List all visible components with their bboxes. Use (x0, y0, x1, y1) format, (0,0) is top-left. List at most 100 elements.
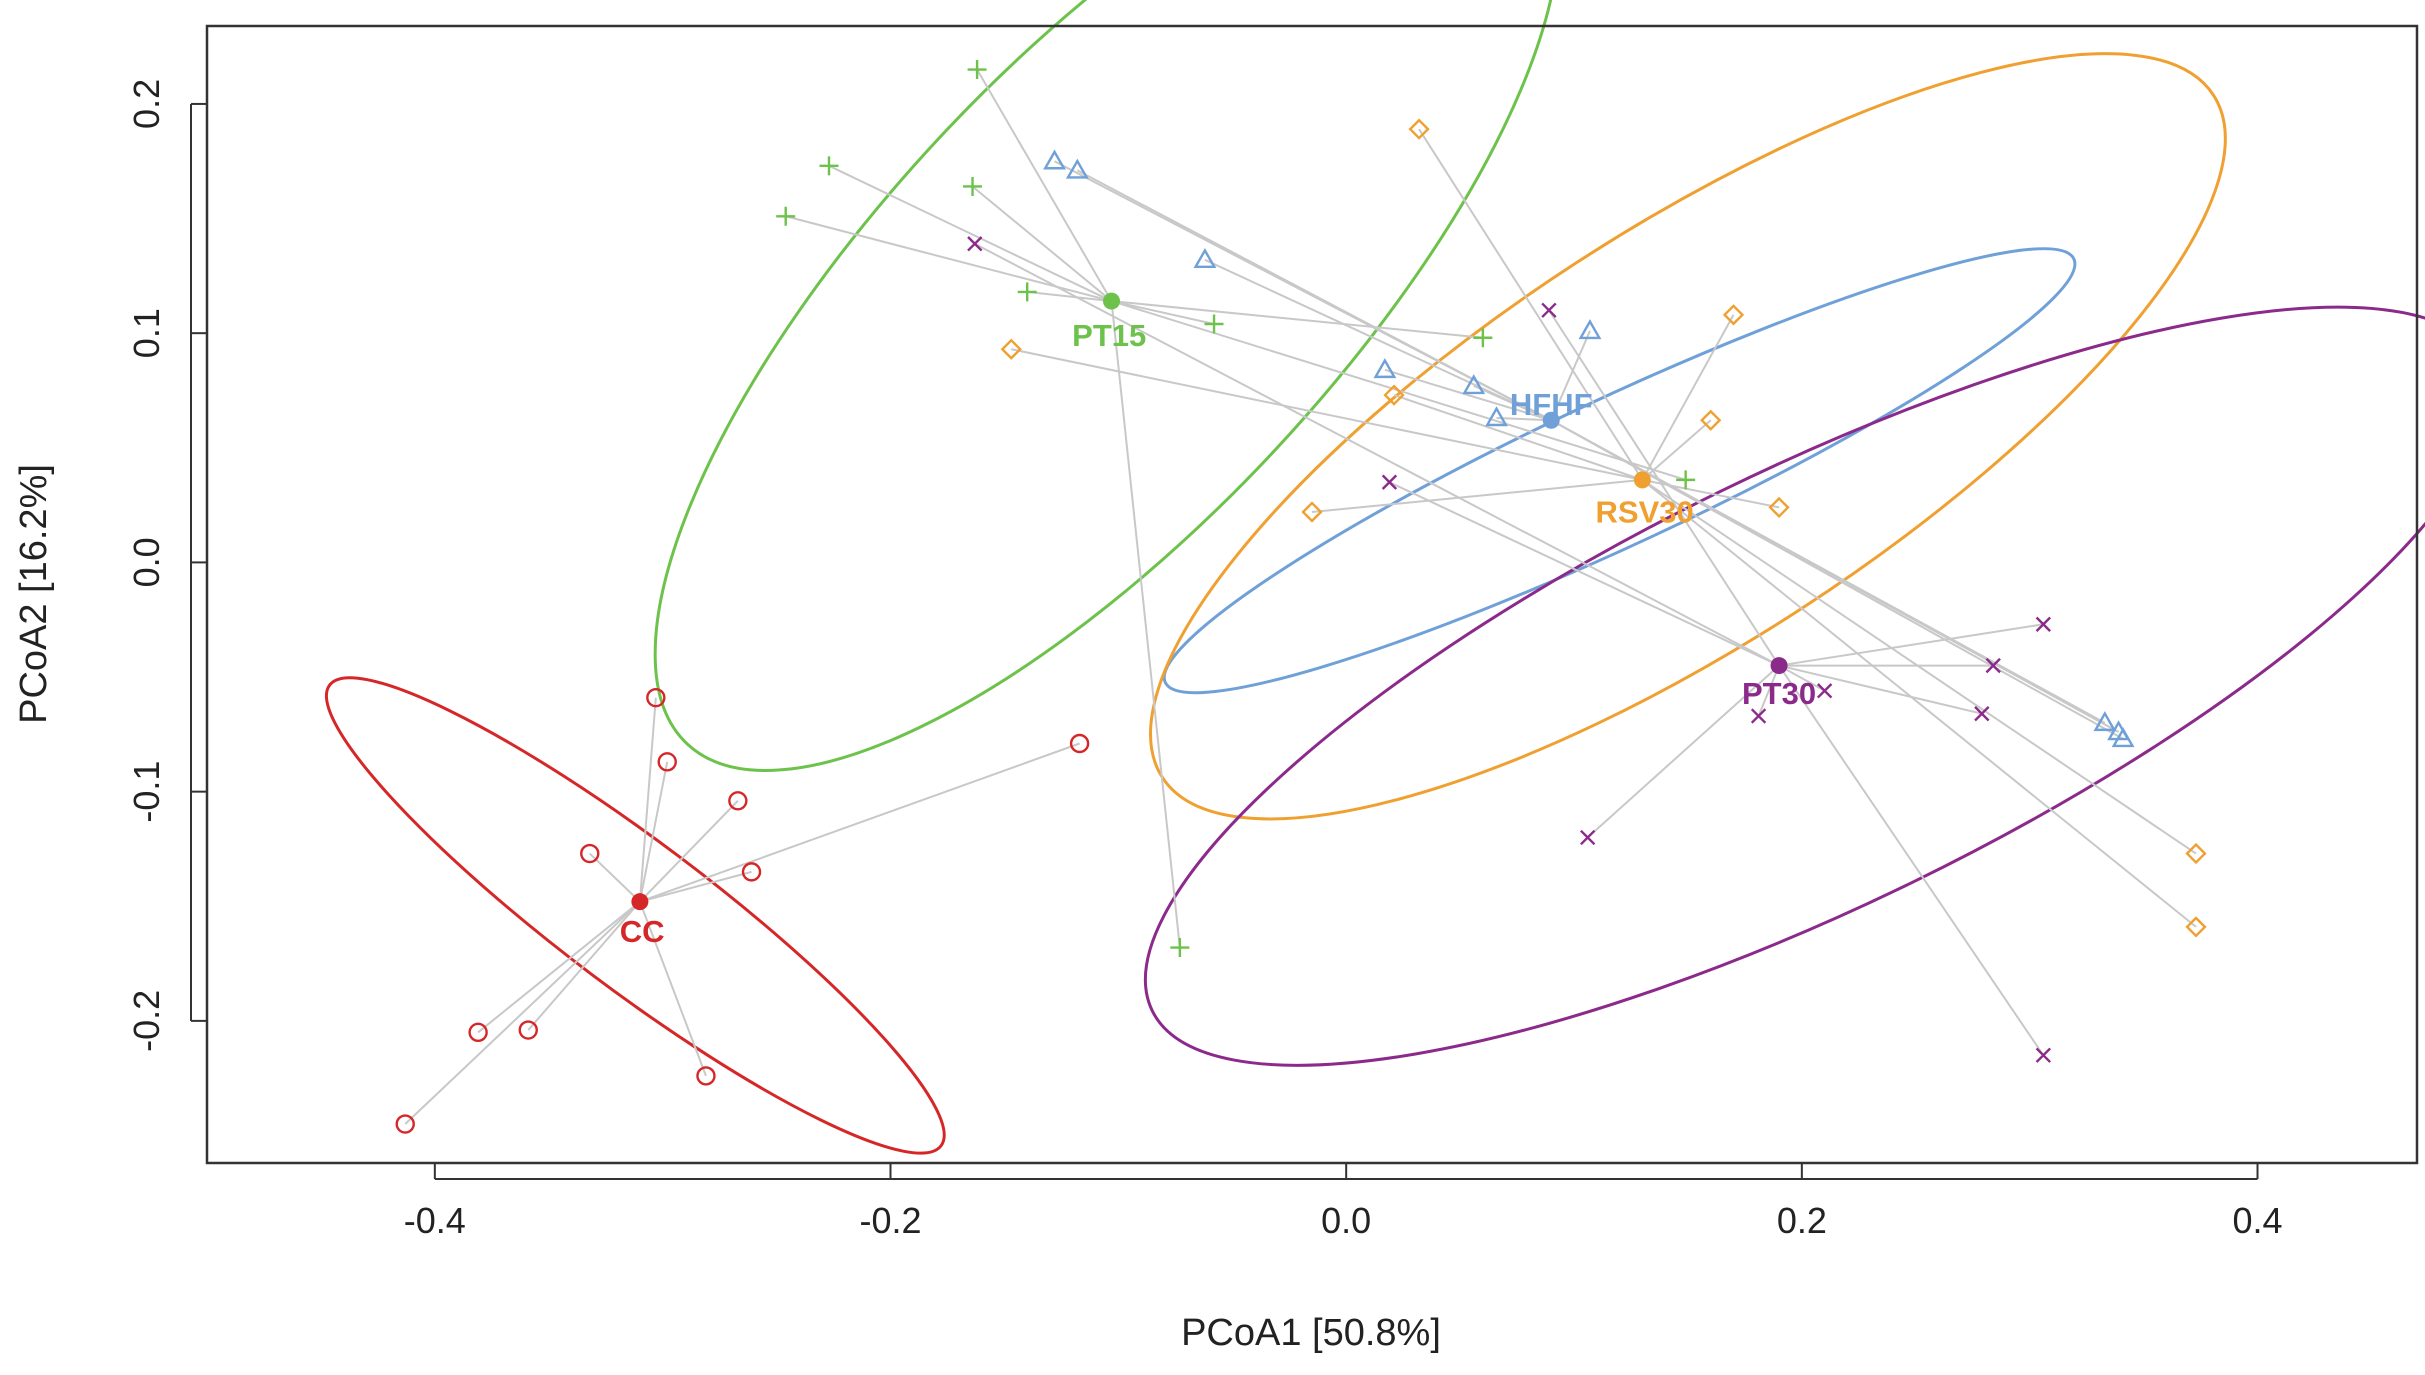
rsv30-point-8 (2185, 842, 2207, 865)
x-tick-label-3: 0.0 (1321, 1200, 1371, 1241)
cc-point-3 (518, 1020, 538, 1040)
pt30-spoke-4 (1778, 623, 2044, 667)
x-tick-label-4: 0.2 (1777, 1200, 1827, 1241)
rsv30-point-1 (1408, 118, 1430, 140)
cc-centroid (631, 893, 649, 911)
cc-group-label: CC (620, 914, 665, 949)
hfhf-ellipse (1162, 247, 2077, 695)
hfhf-point-3 (1193, 248, 1217, 269)
cc-spoke-2 (477, 900, 641, 1034)
pt30-point-8 (1974, 706, 1990, 722)
rsv30-point-6 (1700, 409, 1722, 431)
cc-point-4 (580, 843, 600, 864)
pt30-point-5 (1985, 657, 2001, 674)
point-layer (395, 60, 2207, 1134)
pt30-spoke-1 (974, 242, 1780, 667)
pt30-spoke-6 (1778, 664, 1826, 692)
pt15-spoke-6 (1111, 300, 1215, 325)
rsv30-point-7 (1768, 496, 1790, 519)
pt30-group-label: PT30 (1742, 676, 1816, 711)
pt15-point-3 (963, 176, 983, 196)
pt30-spoke-7 (1757, 665, 1780, 717)
rsv30-spoke-8 (1641, 479, 2197, 855)
pt30-spoke-3 (1389, 481, 1780, 667)
rsv30-point-9 (2185, 916, 2207, 938)
cc-spoke-10 (639, 742, 1080, 903)
group-label-layer: CC PT15 HFHF RSV30 PT30 (620, 318, 1816, 949)
y-tick-label-3: 0.0 (126, 537, 167, 587)
pt15-spoke-1 (976, 69, 1113, 302)
cc-ellipse (324, 676, 946, 1155)
cc-spoke-8 (639, 800, 739, 903)
pt15-point-2 (819, 156, 839, 176)
cc-point-9 (741, 862, 762, 882)
cc-spoke-5 (638, 697, 657, 902)
pt30-point-3 (1381, 474, 1398, 490)
cc-point-2 (468, 1022, 488, 1043)
pt30-point-1 (967, 236, 983, 252)
y-axis-label: PCoA2 [16.2%] (13, 464, 55, 724)
rsv30-point-2 (1000, 338, 1022, 360)
cc-point-7 (696, 1066, 716, 1086)
pt15-point-1 (967, 60, 987, 80)
rsv30-spoke-6 (1641, 419, 1712, 481)
cc-spoke-4 (589, 852, 641, 903)
pt30-spoke-10 (1778, 665, 2045, 1056)
pt30-spoke-2 (1548, 309, 1780, 667)
pt15-point-5 (1017, 282, 1037, 302)
pt30-ellipse (1143, 305, 2425, 1067)
cc-spoke-7 (638, 901, 707, 1077)
pt15-ellipse (653, 0, 1561, 772)
hfhf-spoke-3 (1204, 258, 1552, 422)
hfhf-point-6 (1485, 406, 1508, 427)
plot-frame (205, 24, 2419, 1165)
pt15-point-8 (1676, 470, 1696, 490)
cc-point-10 (1069, 733, 1090, 754)
pt15-group-label: PT15 (1072, 318, 1146, 353)
hfhf-group-label: HFHF (1510, 387, 1593, 422)
pt15-spoke-7 (1111, 300, 1483, 339)
cc-spoke-3 (527, 901, 641, 1031)
hfhf-point-8 (2093, 711, 2117, 732)
spoke-layer (404, 69, 2197, 1125)
pt30-point-7 (1750, 708, 1767, 724)
rsv30-spoke-9 (1641, 479, 2197, 928)
centroid-layer (631, 292, 1788, 911)
axes-layer: -0.4 -0.2 0.0 0.2 0.4 -0.2 -0.1 0.0 0.1 0.2 (126, 79, 2283, 1241)
hfhf-spoke-6 (1496, 416, 1552, 422)
hfhf-point-1 (1043, 149, 1066, 170)
y-tick-label-1: -0.2 (126, 990, 167, 1052)
rsv30-centroid (1633, 471, 1651, 489)
cc-spoke-9 (639, 870, 752, 903)
pt30-point-2 (1541, 302, 1557, 318)
pt30-spoke-8 (1778, 664, 1983, 715)
x-tick-label-2: -0.2 (859, 1200, 921, 1241)
cc-point-5 (646, 687, 666, 708)
rsv30-spoke-3 (1393, 394, 1643, 481)
pt30-point-6 (1816, 683, 1833, 699)
rsv30-spoke-7 (1642, 478, 1780, 509)
rsv30-spoke-4 (1311, 478, 1643, 513)
x-axis-label: PCoA1 [50.8%] (1181, 1312, 1441, 1354)
rsv30-spoke-1 (1418, 128, 1644, 481)
ellipse-layer (324, 0, 2425, 1155)
hfhf-point-7 (1578, 319, 1602, 340)
cc-spoke-1 (404, 900, 641, 1125)
pt15-centroid (1103, 292, 1121, 310)
hfhf-point-10 (2111, 727, 2135, 748)
x-tick-label-5: 0.4 (2232, 1200, 2282, 1241)
pt15-spoke-9 (1110, 300, 1181, 948)
y-tick-label-2: -0.1 (126, 761, 167, 823)
hfhf-point-2 (1065, 158, 1089, 179)
pt15-point-6 (1204, 314, 1224, 334)
cc-spoke-6 (638, 761, 669, 902)
pt30-centroid (1770, 657, 1788, 675)
pt15-point-7 (1473, 328, 1493, 348)
rsv30-spoke-5 (1641, 314, 1735, 481)
rsv30-group-label: RSV30 (1596, 495, 1694, 530)
pt30-point-9 (1580, 829, 1596, 846)
y-tick-label-5: 0.2 (126, 79, 167, 129)
pt15-spoke-3 (971, 185, 1113, 302)
